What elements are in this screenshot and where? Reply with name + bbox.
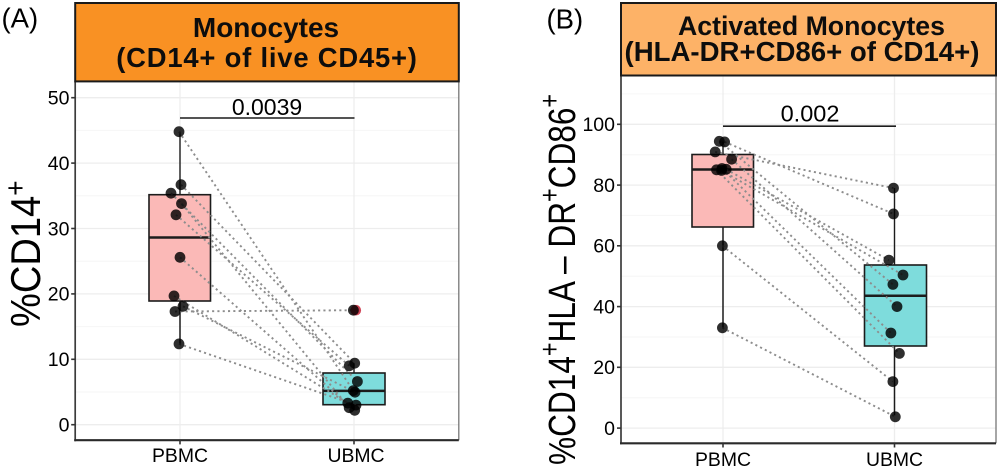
svg-text:(A): (A) xyxy=(2,3,39,34)
svg-text:PBMC: PBMC xyxy=(152,445,208,467)
svg-text:(B): (B) xyxy=(547,4,584,35)
svg-text:0.0039: 0.0039 xyxy=(232,94,302,120)
svg-text:PBMC: PBMC xyxy=(695,449,751,469)
svg-text:20: 20 xyxy=(48,284,70,306)
svg-text:40: 40 xyxy=(593,296,615,318)
svg-text:%CD14+: %CD14+ xyxy=(0,180,49,327)
svg-text:0: 0 xyxy=(59,415,70,437)
svg-text:UBMC: UBMC xyxy=(327,445,384,467)
svg-text:(HLA-DR+CD86+ of CD14+): (HLA-DR+CD86+ of CD14+) xyxy=(625,36,980,67)
svg-text:10: 10 xyxy=(48,349,70,371)
svg-text:(CD14+ of live CD45+): (CD14+ of live CD45+) xyxy=(116,42,417,73)
svg-text:UBMC: UBMC xyxy=(866,449,923,469)
svg-text:100: 100 xyxy=(582,114,615,136)
svg-text:20: 20 xyxy=(593,357,615,379)
svg-text:50: 50 xyxy=(48,88,70,110)
svg-text:%CD14+HLA – DR+CD86+: %CD14+HLA – DR+CD86+ xyxy=(535,94,584,465)
svg-text:0.002: 0.002 xyxy=(781,101,840,127)
svg-text:40: 40 xyxy=(48,153,70,175)
svg-text:80: 80 xyxy=(593,175,615,197)
svg-text:30: 30 xyxy=(48,218,70,240)
svg-text:Activated Monocytes: Activated Monocytes xyxy=(678,11,945,41)
svg-text:Monocytes: Monocytes xyxy=(193,12,339,43)
svg-text:0: 0 xyxy=(604,418,615,440)
svg-text:60: 60 xyxy=(593,236,615,258)
